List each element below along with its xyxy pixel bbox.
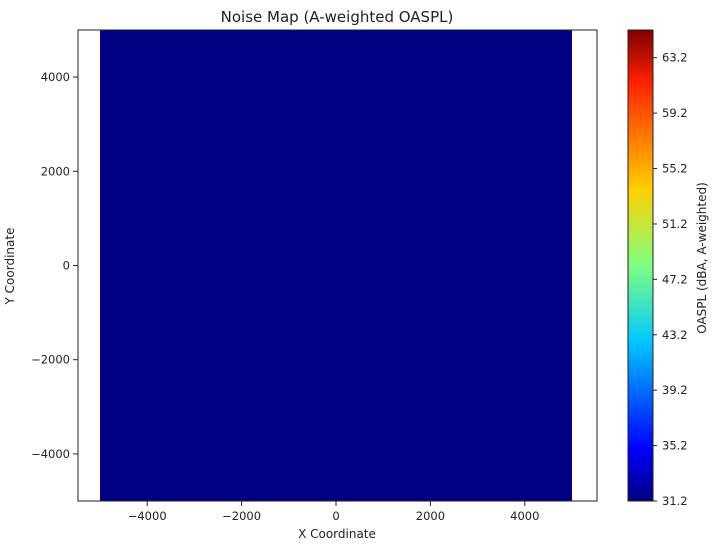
colorbar-tick-label: 47.2 bbox=[662, 272, 688, 286]
y-tick-label: −2000 bbox=[31, 353, 70, 367]
heatmap-image bbox=[100, 30, 572, 501]
chart-title: Noise Map (A-weighted OASPL) bbox=[221, 8, 454, 26]
colorbar-label: OASPL (dBA, A-weighted) bbox=[695, 182, 709, 334]
y-tick-label: 2000 bbox=[41, 164, 70, 178]
colorbar-tick-label: 59.2 bbox=[662, 106, 688, 120]
x-axis-label: X Coordinate bbox=[298, 527, 376, 541]
colorbar bbox=[627, 29, 654, 502]
colorbar-tick-label: 55.2 bbox=[662, 162, 688, 176]
colorbar-tick-label: 39.2 bbox=[662, 383, 688, 397]
y-tick-label: 4000 bbox=[41, 70, 70, 84]
colorbar-tick-label: 43.2 bbox=[662, 328, 688, 342]
x-tick-label: −4000 bbox=[128, 509, 167, 523]
x-tick-label: 2000 bbox=[416, 509, 445, 523]
y-tick-label: 0 bbox=[63, 259, 70, 273]
colorbar-tick-label: 63.2 bbox=[662, 51, 688, 65]
x-tick-label: 4000 bbox=[510, 509, 539, 523]
y-axis-ticks: −4000 −2000 0 2000 4000 bbox=[31, 70, 78, 461]
y-tick-label: −4000 bbox=[31, 447, 70, 461]
colorbar-tick-label: 31.2 bbox=[662, 494, 688, 508]
colorbar-tick-label: 51.2 bbox=[662, 217, 688, 231]
x-tick-label: −2000 bbox=[222, 509, 261, 523]
colorbar-tick-label: 35.2 bbox=[662, 439, 688, 453]
x-axis-ticks: −4000 −2000 0 2000 4000 bbox=[128, 501, 539, 523]
colorbar-ticks: 31.2 35.2 39.2 43.2 47.2 51.2 55.2 59.2 63.2 bbox=[653, 51, 688, 508]
y-axis-label: Y Coordinate bbox=[3, 228, 17, 306]
x-tick-label: 0 bbox=[332, 509, 339, 523]
